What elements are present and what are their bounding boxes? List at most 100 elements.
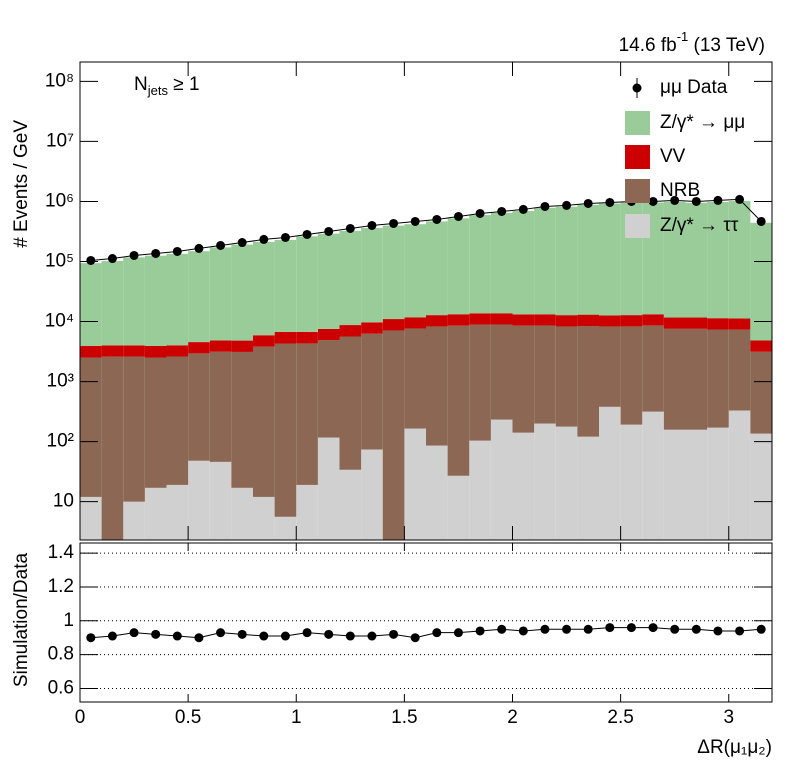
bar-segment bbox=[663, 328, 686, 430]
bar-segment bbox=[577, 204, 599, 315]
bar-segment bbox=[663, 317, 686, 329]
data-line bbox=[90, 627, 762, 639]
y-tick-label: 1.4 bbox=[48, 542, 75, 563]
bar-segment bbox=[707, 427, 729, 540]
data-point bbox=[410, 633, 420, 643]
bar-segment bbox=[101, 345, 124, 357]
bar-segment bbox=[728, 318, 751, 330]
bar-segment bbox=[642, 314, 664, 326]
bar-segment bbox=[274, 343, 297, 517]
bar-segment bbox=[577, 314, 599, 327]
bar-segment bbox=[339, 469, 362, 540]
bar-segment bbox=[253, 346, 275, 497]
bar-segment bbox=[361, 333, 383, 450]
bar-segment bbox=[361, 449, 383, 540]
data-point bbox=[562, 200, 572, 210]
bar-segment bbox=[620, 326, 643, 425]
bar-segment bbox=[123, 501, 145, 540]
data-point bbox=[756, 216, 766, 226]
bar-segment bbox=[144, 357, 167, 488]
bar-segment bbox=[728, 201, 751, 319]
data-point bbox=[151, 629, 161, 639]
bar-segment bbox=[577, 326, 599, 437]
bar-segment bbox=[534, 423, 556, 540]
bar-segment bbox=[188, 251, 210, 343]
y-tick-label: 10 bbox=[53, 491, 74, 512]
data-point bbox=[345, 223, 355, 233]
annotation: Njets ≥ 1 bbox=[134, 74, 200, 98]
bar-segment bbox=[555, 426, 578, 540]
bar-segment bbox=[144, 255, 167, 346]
legend-label: NRB bbox=[660, 180, 700, 201]
bar-segment bbox=[555, 206, 578, 316]
data-point bbox=[562, 624, 572, 634]
y-tick-label: 0.8 bbox=[48, 644, 74, 665]
bar-segment bbox=[599, 203, 621, 316]
bar-segment bbox=[80, 263, 102, 347]
data-point bbox=[237, 238, 247, 248]
y-axis-label: # Events / GeV bbox=[11, 120, 32, 248]
data-point bbox=[691, 624, 701, 634]
bar-segment bbox=[209, 340, 232, 352]
data-point bbox=[302, 628, 312, 638]
y-tick-label: 0.6 bbox=[48, 677, 74, 698]
bar-segment bbox=[620, 315, 643, 327]
bar-segment bbox=[317, 437, 340, 540]
data-point bbox=[518, 204, 528, 214]
bar-segment bbox=[123, 257, 145, 346]
data-point bbox=[324, 226, 334, 236]
bar-segment bbox=[80, 357, 102, 497]
bar-segment bbox=[447, 325, 470, 476]
data-point bbox=[172, 631, 182, 641]
data-point bbox=[107, 631, 117, 641]
bar-segment bbox=[188, 342, 210, 354]
bar-segment bbox=[490, 212, 513, 314]
data-point bbox=[302, 229, 312, 239]
ratio-frame bbox=[79, 542, 773, 703]
bar-segment bbox=[469, 313, 491, 325]
bar-segment bbox=[512, 211, 535, 315]
data-point bbox=[475, 626, 485, 636]
bar-segment bbox=[490, 419, 513, 540]
bar-segment bbox=[512, 325, 535, 433]
bar-segment bbox=[253, 241, 275, 336]
bar-segment bbox=[144, 487, 167, 540]
bar-segment bbox=[188, 460, 210, 540]
x-tick-label: 3 bbox=[723, 707, 734, 728]
bar-segment bbox=[707, 329, 729, 428]
data-point bbox=[670, 624, 680, 634]
data-point bbox=[670, 195, 680, 205]
bar-segment bbox=[469, 440, 491, 540]
bar-segment bbox=[296, 484, 318, 540]
bar-segment bbox=[447, 475, 470, 540]
bar-segment bbox=[663, 429, 686, 540]
data-point bbox=[518, 626, 528, 636]
data-point bbox=[324, 629, 334, 639]
bar-segment bbox=[469, 324, 491, 441]
bar-segment bbox=[123, 345, 145, 357]
bar-segment bbox=[577, 436, 599, 540]
data-point bbox=[259, 234, 269, 244]
bar-segment bbox=[317, 328, 340, 341]
y-tick-label: 10⁷ bbox=[46, 130, 74, 151]
legend-label: VV bbox=[660, 146, 686, 167]
data-point bbox=[453, 628, 463, 638]
bar-segment bbox=[101, 356, 124, 540]
data-point bbox=[367, 631, 377, 641]
x-tick-label: 1 bbox=[291, 707, 302, 728]
data-point bbox=[497, 624, 507, 634]
data-point bbox=[583, 198, 593, 208]
lumi-label: 14.6 fb-1 (13 TeV) bbox=[619, 29, 765, 56]
data-point bbox=[259, 631, 269, 641]
bar-segment bbox=[620, 424, 643, 540]
data-point bbox=[129, 628, 139, 638]
bar-segment bbox=[642, 325, 664, 412]
bar-segment bbox=[166, 253, 189, 346]
bar-segment bbox=[209, 247, 232, 341]
data-point bbox=[756, 624, 766, 634]
bar-segment bbox=[339, 230, 362, 326]
bar-segment bbox=[469, 215, 491, 314]
y-tick-label: 10⁴ bbox=[45, 311, 74, 332]
data-point bbox=[605, 623, 615, 633]
